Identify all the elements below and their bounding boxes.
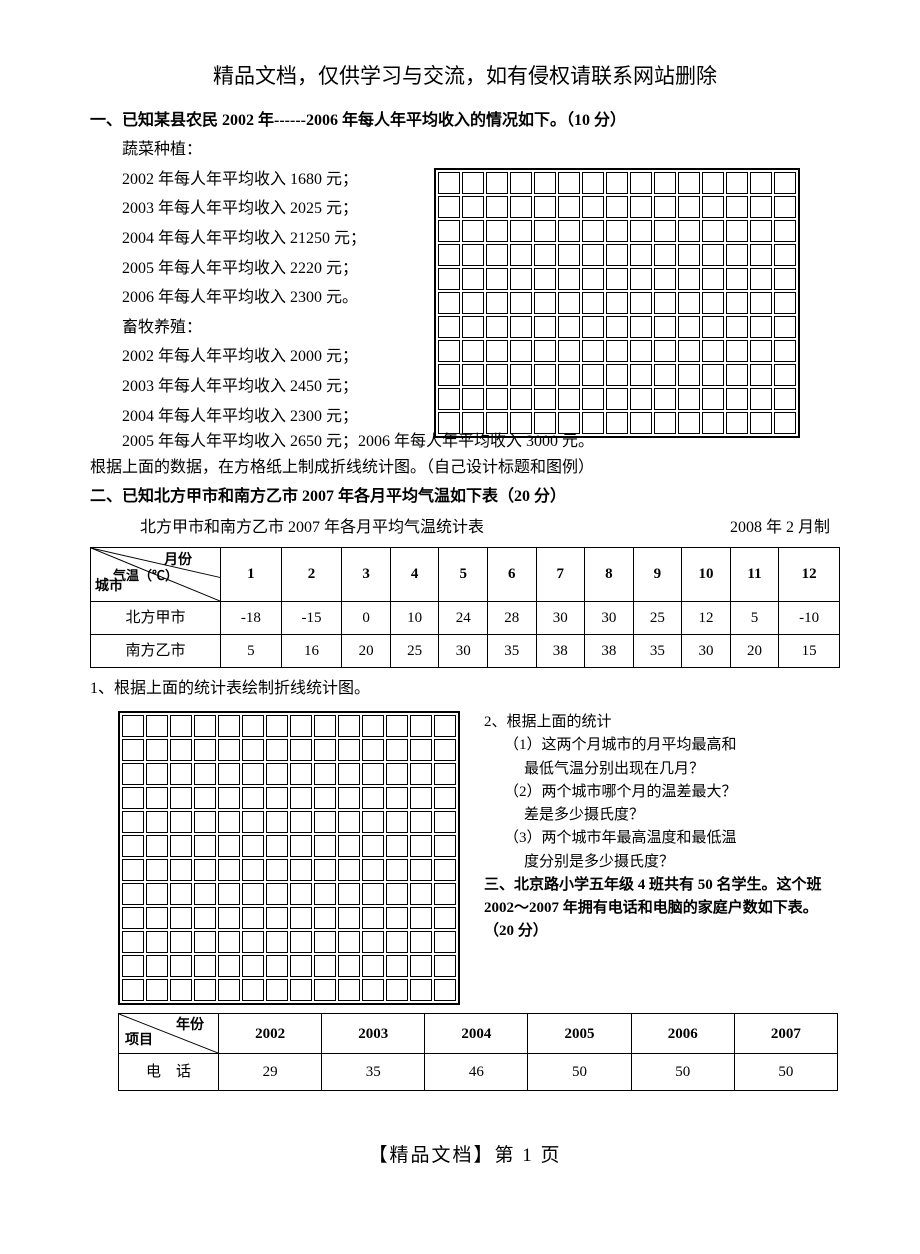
table2-date: 2008 年 2 月制	[730, 515, 830, 541]
temp-cell: 20	[342, 634, 391, 667]
year-header: 2003	[322, 1014, 425, 1054]
temp-cell: 30	[536, 601, 585, 634]
month-header: 1	[221, 547, 282, 601]
diag-header-2: 年份 项目	[119, 1014, 219, 1054]
page-footer: 【精品文档】第 1 页	[90, 1141, 840, 1171]
live-line: 2003 年每人年平均收入 2450 元；	[122, 374, 482, 400]
temp-cell: -15	[281, 601, 342, 634]
month-header: 7	[536, 547, 585, 601]
month-header: 10	[682, 547, 731, 601]
temp-cell: 12	[682, 601, 731, 634]
veg-line: 2002 年每人年平均收入 1680 元；	[122, 167, 482, 193]
city-name: 北方甲市	[91, 601, 221, 634]
temp-cell: 24	[439, 601, 488, 634]
section1-title: 一、已知某县农民 2002 年------2006 年每人年平均收入的情况如下。…	[90, 108, 840, 134]
temp-cell: 5	[730, 601, 779, 634]
section3-title-l1: 三、北京路小学五年级 4 班共有 50 名学生。这个班	[484, 874, 840, 897]
q1-text: 1、根据上面的统计表绘制折线统计图。	[90, 676, 840, 702]
year-header: 2002	[219, 1014, 322, 1054]
month-header: 9	[633, 547, 682, 601]
phone-table: 年份 项目 2002 2003 2004 2005 2006 2007 电 话 …	[118, 1013, 838, 1091]
veg-line: 2005 年每人年平均收入 2220 元；	[122, 256, 482, 282]
diag-header: 月份 气温（℃） 城市	[91, 547, 221, 601]
table-row: 电 话 29 35 46 50 50 50	[119, 1054, 838, 1091]
table-row: 北方甲市 -18 -15 0 10 24 28 30 30 25 12 5 -1…	[91, 601, 840, 634]
count-cell: 50	[631, 1054, 734, 1091]
temp-cell: 30	[682, 634, 731, 667]
graph-grid-2	[118, 711, 460, 1005]
temperature-table: 月份 气温（℃） 城市 1 2 3 4 5 6 7 8 9 10 11 12 北…	[90, 547, 840, 668]
count-cell: 29	[219, 1054, 322, 1091]
q2c-l1: （3）两个城市年最高温度和最低温	[504, 827, 840, 850]
graph-grid-1	[434, 168, 800, 438]
month-header: 5	[439, 547, 488, 601]
month-header: 11	[730, 547, 779, 601]
section1-instruction: 根据上面的数据，在方格纸上制成折线统计图。（自己设计标题和图例）	[90, 455, 840, 481]
live-line: 2002 年每人年平均收入 2000 元；	[122, 344, 482, 370]
temp-cell: 38	[585, 634, 634, 667]
temp-cell: 38	[536, 634, 585, 667]
temp-cell: 25	[633, 601, 682, 634]
year-header: 2007	[734, 1014, 837, 1054]
month-header: 3	[342, 547, 391, 601]
temp-cell: 30	[585, 601, 634, 634]
diag2-bot: 项目	[125, 1030, 153, 1052]
month-header: 12	[779, 547, 840, 601]
temp-cell: 28	[487, 601, 536, 634]
year-header: 2005	[528, 1014, 631, 1054]
section3-title-l3: （20 分）	[484, 920, 840, 943]
count-cell: 35	[322, 1054, 425, 1091]
live-label: 畜牧养殖：	[122, 315, 482, 341]
temp-cell: 30	[439, 634, 488, 667]
q2-lead: 2、根据上面的统计	[484, 711, 840, 734]
month-header: 2	[281, 547, 342, 601]
live-line: 2004 年每人年平均收入 2300 元；	[122, 404, 482, 430]
year-header: 2006	[631, 1014, 734, 1054]
table-row: 南方乙市 5 16 20 25 30 35 38 38 35 30 20 15	[91, 634, 840, 667]
count-cell: 46	[425, 1054, 528, 1091]
q2b-l2: 差是多少摄氏度？	[524, 804, 840, 827]
temp-cell: 25	[390, 634, 439, 667]
temp-cell: 10	[390, 601, 439, 634]
veg-line: 2006 年每人年平均收入 2300 元。	[122, 285, 482, 311]
temp-cell: -18	[221, 601, 282, 634]
temp-cell: 35	[633, 634, 682, 667]
section-1: 一、已知某县农民 2002 年------2006 年每人年平均收入的情况如下。…	[90, 108, 840, 481]
temp-cell: 5	[221, 634, 282, 667]
q2a-l2: 最低气温分别出现在几月？	[524, 758, 840, 781]
veg-label: 蔬菜种植：	[122, 137, 482, 163]
header-notice: 精品文档，仅供学习与交流，如有侵权请联系网站删除	[90, 60, 840, 94]
veg-line: 2003 年每人年平均收入 2025 元；	[122, 196, 482, 222]
diag-bot: 城市	[95, 576, 123, 598]
year-header: 2004	[425, 1014, 528, 1054]
temp-cell: -10	[779, 601, 840, 634]
count-cell: 50	[528, 1054, 631, 1091]
veg-line: 2004 年每人年平均收入 21250 元；	[122, 226, 482, 252]
q2c-l2: 度分别是多少摄氏度？	[524, 851, 840, 874]
city-name: 南方乙市	[91, 634, 221, 667]
q2b-l1: （2）两个城市哪个月的温差最大？	[504, 781, 840, 804]
temp-cell: 15	[779, 634, 840, 667]
temp-cell: 16	[281, 634, 342, 667]
diag2-top: 年份	[176, 1015, 204, 1037]
month-header: 4	[390, 547, 439, 601]
table2-caption: 北方甲市和南方乙市 2007 年各月平均气温统计表	[140, 515, 484, 541]
month-header: 6	[487, 547, 536, 601]
temp-cell: 20	[730, 634, 779, 667]
count-cell: 50	[734, 1054, 837, 1091]
section2-title: 二、已知北方甲市和南方乙市 2007 年各月平均气温如下表（20 分）	[90, 484, 840, 510]
temp-cell: 35	[487, 634, 536, 667]
q2a-l1: （1）这两个月城市的月平均最高和	[504, 734, 840, 757]
temp-cell: 0	[342, 601, 391, 634]
month-header: 8	[585, 547, 634, 601]
section3-title-l2: 2002～2007 年拥有电话和电脑的家庭户数如下表。	[484, 897, 840, 920]
item-name: 电 话	[119, 1054, 219, 1091]
